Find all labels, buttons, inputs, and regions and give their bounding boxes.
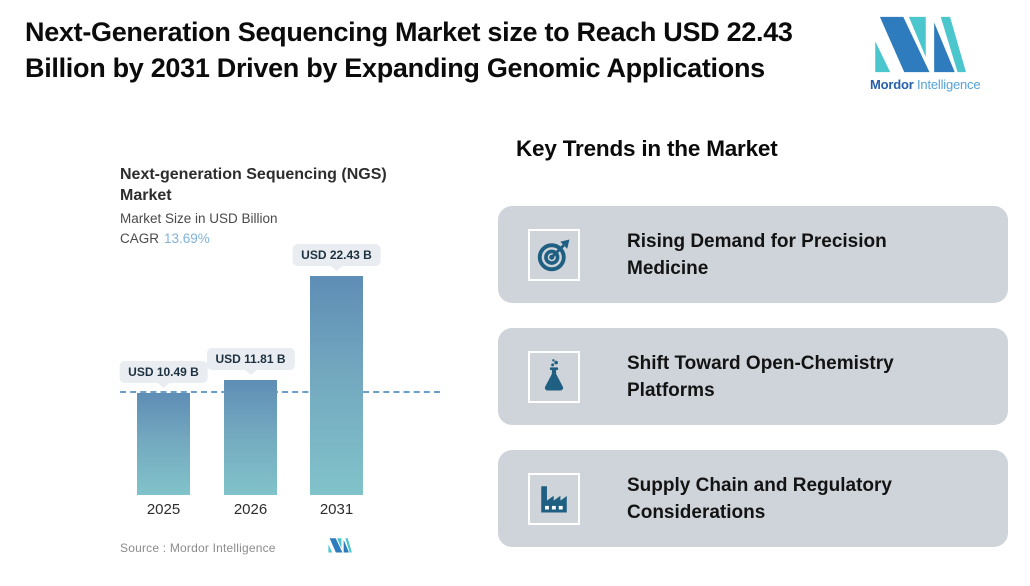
brand-logo: Mordor Intelligence bbox=[870, 16, 981, 92]
reference-dashed-line bbox=[120, 391, 440, 393]
axis-label-2025: 2025 bbox=[146, 501, 181, 518]
trend-card-supply-chain: Supply Chain and Regulatory Consideratio… bbox=[498, 450, 1008, 547]
brand-name-bold: Mordor bbox=[870, 77, 914, 92]
trends-heading: Key Trends in the Market bbox=[516, 136, 778, 161]
bar-value-callout-2031: USD 22.43 B bbox=[292, 244, 381, 266]
source-row: Source : Mordor Intelligence bbox=[120, 538, 440, 557]
axis-label-2026: 2026 bbox=[233, 501, 268, 518]
source-text: Source : Mordor Intelligence bbox=[120, 541, 276, 555]
trends-panel: Key Trends in the Market Rising Demand f… bbox=[498, 136, 1008, 572]
factory-icon bbox=[528, 472, 580, 525]
trend-label: Shift Toward Open-Chemistry Platforms bbox=[627, 352, 894, 401]
trend-card-open-chemistry: Shift Toward Open-Chemistry Platforms bbox=[498, 328, 1008, 425]
mordor-mini-logo-icon bbox=[328, 538, 352, 553]
bar-value-callout-2025: USD 10.49 B bbox=[119, 361, 208, 383]
axis-label-2031: 2031 bbox=[319, 501, 354, 518]
target-arrow-icon bbox=[528, 228, 580, 281]
cagr-value: 13.69% bbox=[164, 231, 210, 246]
chart-panel: Next-generation Sequencing (NGS) Market … bbox=[119, 164, 440, 557]
trend-card-precision-medicine: Rising Demand for Precision Medicine bbox=[498, 206, 1008, 303]
bar-value-callout-2026: USD 11.81 B bbox=[206, 348, 295, 370]
chart-cagr: CAGR 13.69% bbox=[120, 230, 440, 247]
chart-subtitle: Market Size in USD Billion bbox=[120, 211, 278, 226]
brand-name-light: Intelligence bbox=[917, 77, 981, 92]
page-title: Next-Generation Sequencing Market size t… bbox=[25, 17, 793, 83]
chemistry-flask-icon bbox=[528, 350, 580, 403]
bar-2026 bbox=[224, 380, 277, 495]
mordor-logo-icon bbox=[875, 16, 966, 73]
x-axis-labels: 2025 2026 2031 bbox=[120, 501, 440, 523]
bar-2031 bbox=[310, 276, 363, 495]
cagr-label: CAGR bbox=[120, 231, 160, 246]
chart-title: Next-generation Sequencing (NGS) Market bbox=[120, 166, 387, 204]
bar-plot: USD 10.49 B USD 11.81 B USD 22.43 B bbox=[119, 244, 440, 495]
trend-label: Rising Demand for Precision Medicine bbox=[627, 230, 887, 279]
brand-name: Mordor Intelligence bbox=[870, 77, 981, 92]
trend-label: Supply Chain and Regulatory Consideratio… bbox=[627, 474, 892, 523]
bar-2025 bbox=[137, 393, 190, 495]
